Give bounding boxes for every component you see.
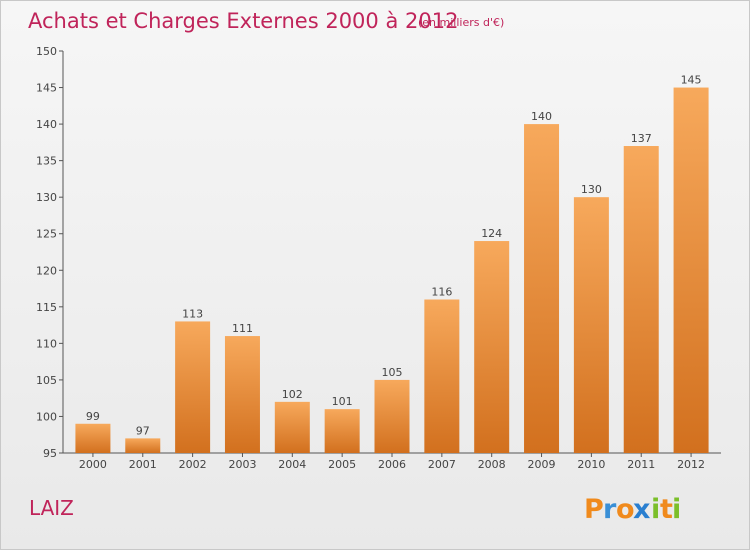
y-tick-label: 125 bbox=[36, 228, 57, 241]
bar-2011 bbox=[623, 146, 659, 453]
bar-2007 bbox=[424, 299, 460, 453]
x-tick-label: 2001 bbox=[129, 458, 157, 471]
data-label-2006: 105 bbox=[382, 366, 403, 379]
data-label-2005: 101 bbox=[332, 395, 353, 408]
bar-2000 bbox=[75, 423, 111, 453]
logo-letter: x bbox=[633, 494, 650, 525]
chart-title: Achats et Charges Externes 2000 à 2012 bbox=[28, 9, 458, 33]
bar-2003 bbox=[224, 336, 260, 453]
x-tick-label: 2003 bbox=[228, 458, 256, 471]
logo-letter: i bbox=[651, 494, 660, 525]
bar-2005 bbox=[324, 409, 360, 453]
x-tick-label: 2004 bbox=[278, 458, 306, 471]
x-tick-label: 2010 bbox=[577, 458, 605, 471]
x-tick-label: 2007 bbox=[428, 458, 456, 471]
data-label-2012: 145 bbox=[681, 74, 702, 87]
y-tick-label: 110 bbox=[36, 337, 57, 350]
bar-2001 bbox=[125, 438, 161, 453]
y-tick-label: 140 bbox=[36, 118, 57, 131]
bars-group: 99 97 113 111 102 101 105 116 124 140 130 137 145 bbox=[75, 74, 709, 453]
data-label-2001: 97 bbox=[136, 424, 150, 437]
x-tick-label: 2009 bbox=[528, 458, 556, 471]
chart-subtitle: (en milliers d'€) bbox=[418, 16, 504, 29]
data-label-2002: 113 bbox=[182, 307, 203, 320]
x-tick-label: 2012 bbox=[677, 458, 705, 471]
x-tick-label: 2002 bbox=[179, 458, 207, 471]
data-label-2003: 111 bbox=[232, 322, 253, 335]
data-label-2011: 137 bbox=[631, 132, 652, 145]
y-tick-label: 100 bbox=[36, 410, 57, 423]
y-axis-ticks: 95 100 105 110 115 120 125 130 135 140 145 150 bbox=[36, 45, 63, 460]
logo-letter: r bbox=[603, 494, 617, 525]
place-name: LAIZ bbox=[29, 496, 74, 520]
bar-2002 bbox=[175, 321, 211, 453]
logo-letter: P bbox=[584, 494, 604, 525]
logo-letter: i bbox=[672, 494, 681, 525]
x-axis-ticks: 2000 2001 2002 2003 2004 2005 2006 2007 2008 2009… bbox=[79, 453, 705, 471]
data-label-2007: 116 bbox=[431, 286, 452, 299]
data-label-2008: 124 bbox=[481, 227, 502, 240]
logo-letter: o bbox=[616, 494, 635, 525]
x-tick-label: 2011 bbox=[627, 458, 655, 471]
bar-2004 bbox=[274, 401, 310, 453]
x-tick-label: 2006 bbox=[378, 458, 406, 471]
y-tick-label: 105 bbox=[36, 374, 57, 387]
y-tick-label: 120 bbox=[36, 264, 57, 277]
x-tick-label: 2008 bbox=[478, 458, 506, 471]
logo-letter: t bbox=[660, 494, 673, 525]
data-label-2004: 102 bbox=[282, 388, 303, 401]
y-tick-label: 130 bbox=[36, 191, 57, 204]
x-tick-label: 2000 bbox=[79, 458, 107, 471]
y-tick-label: 150 bbox=[36, 45, 57, 58]
y-tick-label: 145 bbox=[36, 82, 57, 95]
y-tick-label: 95 bbox=[43, 447, 57, 460]
x-tick-label: 2005 bbox=[328, 458, 356, 471]
bar-2009 bbox=[524, 124, 560, 453]
bar-2006 bbox=[374, 379, 410, 453]
bar-2008 bbox=[474, 241, 510, 453]
y-tick-label: 135 bbox=[36, 155, 57, 168]
data-label-2000: 99 bbox=[86, 410, 100, 423]
data-label-2009: 140 bbox=[531, 110, 552, 123]
y-tick-label: 115 bbox=[36, 301, 57, 314]
data-label-2010: 130 bbox=[581, 183, 602, 196]
bar-2010 bbox=[573, 197, 609, 453]
bar-2012 bbox=[673, 87, 709, 453]
